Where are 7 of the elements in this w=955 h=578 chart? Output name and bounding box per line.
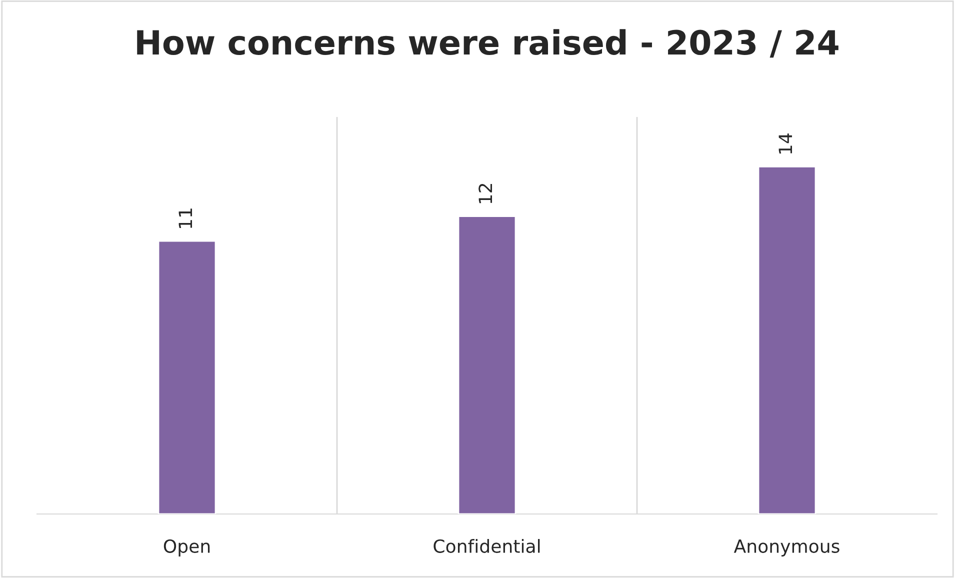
x-tick-label: Confidential bbox=[434, 539, 540, 553]
data-label: 12 bbox=[478, 184, 492, 204]
x-tick-label: Open bbox=[164, 539, 210, 556]
data-label: 11 bbox=[178, 208, 192, 228]
data-label: 14 bbox=[778, 134, 792, 154]
chart-title: How concerns were raised - 2023 / 24 bbox=[137, 29, 838, 58]
x-tick-label: Anonymous bbox=[734, 540, 840, 556]
